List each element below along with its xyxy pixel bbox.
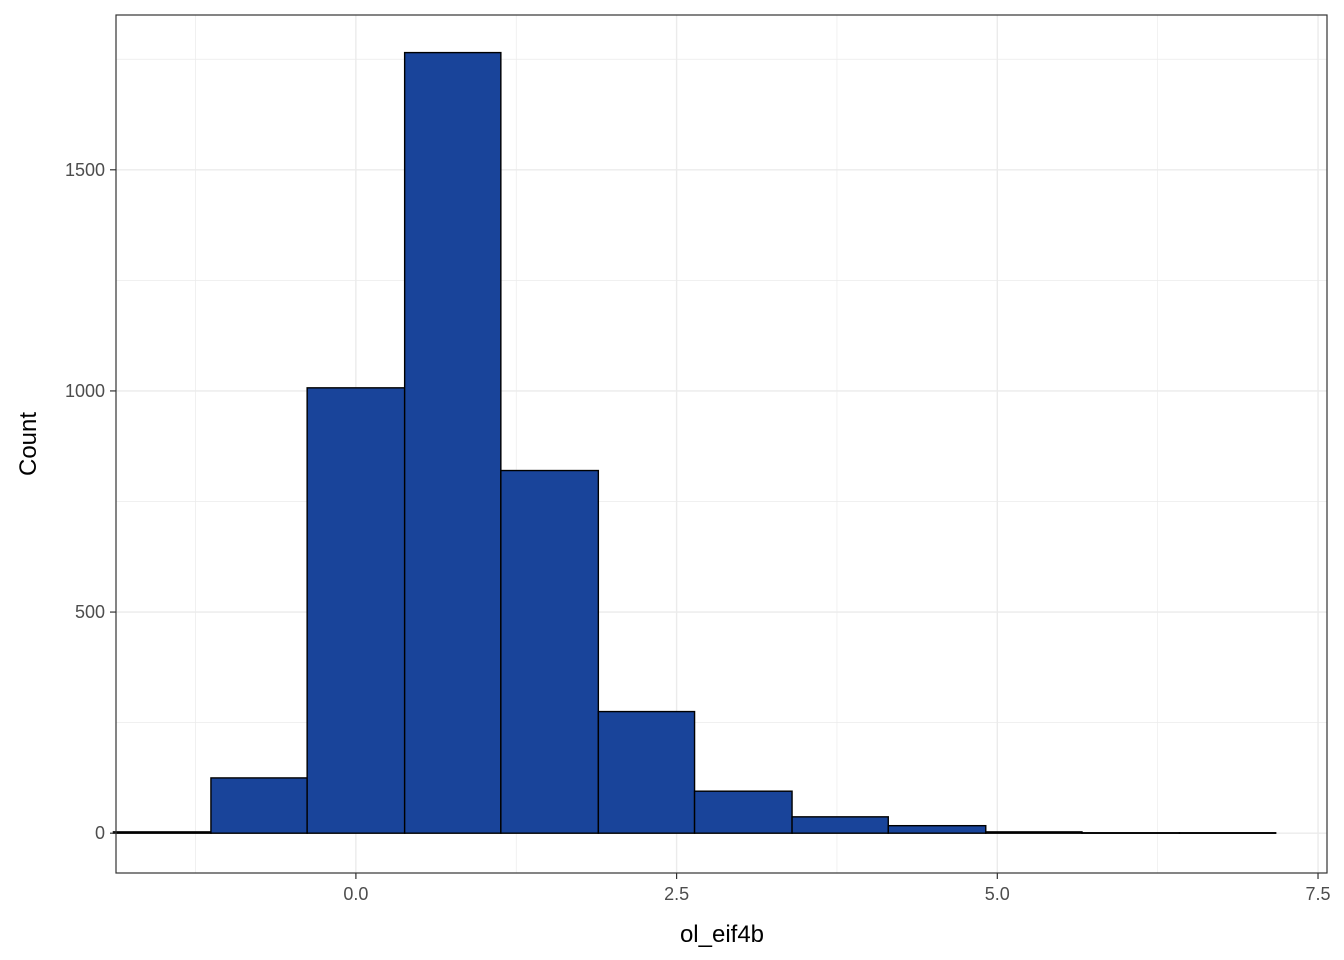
histogram-bar <box>1081 832 1181 834</box>
histogram-bar <box>403 51 502 834</box>
histogram-bars <box>112 51 1277 834</box>
histogram-bar <box>500 469 600 834</box>
major-gridlines <box>116 15 1327 873</box>
y-axis-title: Count <box>15 412 42 476</box>
y-tick-label: 1000 <box>65 381 105 401</box>
histogram-bar <box>1178 832 1277 834</box>
y-tick-label: 0 <box>95 823 105 843</box>
x-tick-label: 7.5 <box>1306 884 1331 904</box>
x-tick-label: 2.5 <box>664 884 689 904</box>
panel-border <box>115 14 1328 874</box>
x-axis-title: ol_eif4b <box>680 921 764 948</box>
histogram-bar <box>791 816 889 834</box>
histogram-bar <box>693 790 793 834</box>
histogram-bar <box>112 831 212 834</box>
y-tick-label: 1500 <box>65 160 105 180</box>
x-tick-label: 5.0 <box>985 884 1010 904</box>
histogram-bar <box>210 777 308 834</box>
minor-gridlines <box>116 15 1327 873</box>
x-tick-label: 0.0 <box>343 884 368 904</box>
histogram-bar <box>306 387 406 834</box>
histogram-bar <box>887 824 987 834</box>
histogram-bar <box>985 831 1083 834</box>
y-tick-label: 500 <box>75 602 105 622</box>
y-axis-ticks: 0 500 1000 1500 <box>65 160 116 843</box>
histogram-bar <box>597 710 696 834</box>
x-axis-ticks: 0.0 2.5 5.0 7.5 <box>343 873 1331 904</box>
